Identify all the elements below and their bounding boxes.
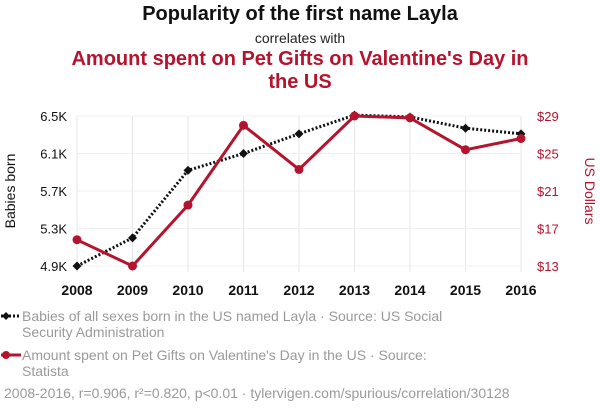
data-point-diamond [461,123,470,133]
grid-lines [76,115,522,272]
y-right-tick-label: $13 [537,259,559,274]
x-tick-label: 2010 [172,282,203,298]
x-tick-label: 2008 [61,282,92,298]
footer-stats: 2008-2016, r=0.906, r²=0.820, p<0.01 · t… [4,385,510,401]
x-tick-label: 2015 [450,282,481,298]
data-point-circle [294,164,304,174]
legend-symbol-dotted-diamond-icon [1,312,21,320]
axes: 2008 2009 2010 2011 2012 2013 2014 2015 2016 4.9K… [2,109,598,298]
legend-label-pet-gifts: Amount spent on Pet Gifts on Valentine's… [22,347,427,379]
legend-label-babies: Babies of all sexes born in the US named… [22,308,443,340]
data-point-circle [350,111,359,121]
x-tick-label: 2013 [339,282,370,298]
x-tick-label: 2012 [283,282,314,298]
y-right-axis-label: US Dollars [582,158,598,225]
x-tick-label: 2014 [394,282,425,298]
y-left-axis-label: Babies born [2,154,18,229]
series-layer [72,110,526,271]
data-point-diamond [239,149,248,158]
y-right-tick-label: $29 [537,109,559,124]
y-left-tick-label: 5.3K [40,222,67,237]
x-tick-label: 2011 [228,282,259,298]
data-point-circle [239,120,248,130]
chart-connector-text: correlates with [254,30,346,46]
data-point-diamond [183,165,193,175]
x-tick-label: 2016 [505,282,536,298]
y-left-tick-label: 6.5K [40,109,67,124]
data-point-circle [183,200,193,210]
y-right-tick-label: $25 [537,147,559,162]
y-left-tick-label: 4.9K [40,259,67,274]
data-point-diamond [72,261,82,271]
data-point-circle [461,145,470,155]
y-left-tick-label: 6.1K [40,147,67,162]
data-point-circle [128,261,137,271]
x-tick-label: 2009 [117,282,148,298]
data-point-diamond [294,129,304,139]
legend-item-pet-gifts: Amount spent on Pet Gifts on Valentine's… [0,347,462,379]
legend-item-babies: Babies of all sexes born in the US named… [0,308,462,340]
data-point-circle [72,235,82,245]
chart-second-title: Amount spent on Pet Gifts on Valentine's… [71,48,529,93]
y-right-tick-label: $17 [537,222,559,237]
data-point-circle [516,134,526,143]
chart-title: Popularity of the first name Layla [142,3,458,25]
data-point-diamond [128,233,137,243]
data-point-circle [405,113,415,123]
y-right-tick-label: $21 [537,184,559,199]
y-left-tick-label: 5.7K [40,184,67,199]
legend-symbol-solid-circle-icon [1,351,21,359]
